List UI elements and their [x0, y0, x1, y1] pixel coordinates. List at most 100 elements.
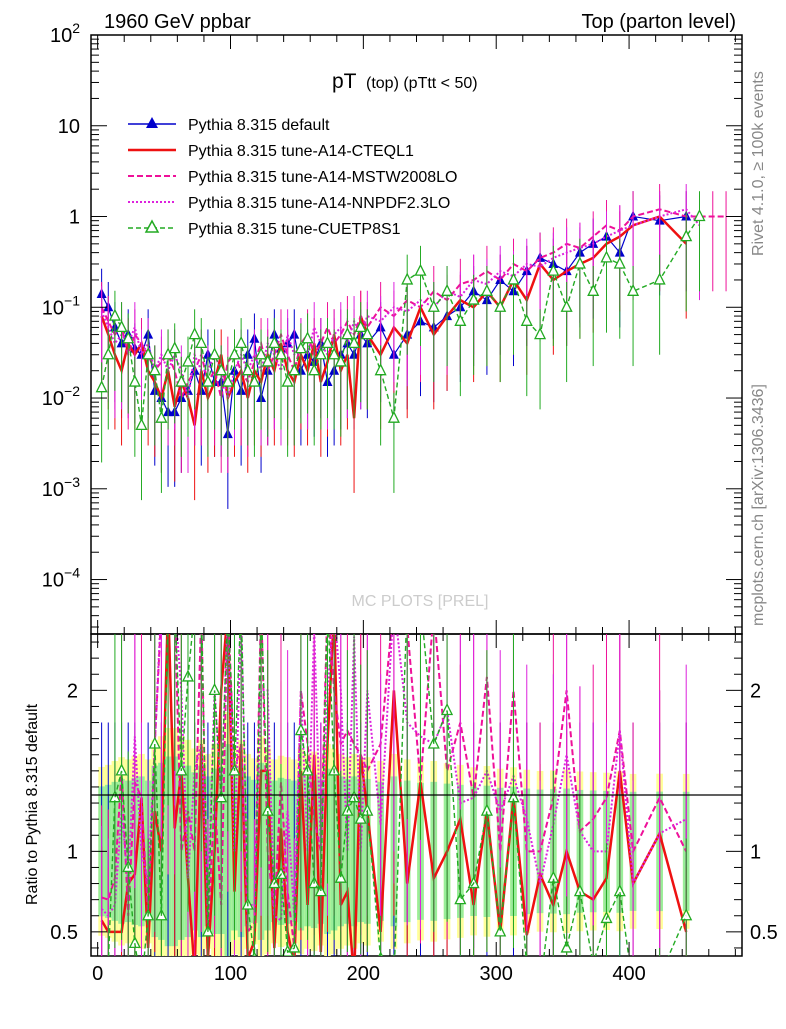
point-cuetp8s1 [195, 335, 208, 349]
legend-entry-cteql1: Pythia 8.315 tune-A14-CTEQL1 [128, 143, 414, 160]
point-cuetp8s1 [427, 299, 440, 312]
point-cuetp8s1 [547, 263, 560, 276]
ratio-point-cuetp8s1 [680, 908, 693, 921]
legend: Pythia 8.315 default Pythia 8.315 tune-A… [128, 117, 457, 238]
plot-title-sub: (top) (pTtt < 50) [366, 75, 478, 92]
point-cuetp8s1 [135, 417, 148, 431]
legend-entry-nnpdf: Pythia 8.315 tune-A14-NNPDF2.3LO [128, 195, 450, 212]
point-cuetp8s1 [334, 354, 347, 367]
point-cuetp8s1 [480, 283, 493, 296]
point-cuetp8s1 [467, 292, 480, 305]
series-line-cuetp8s1 [100, 216, 701, 426]
ratio-point-cuetp8s1 [196, 596, 206, 606]
ratio-point-cuetp8s1 [256, 596, 266, 606]
header-left: 1960 GeV ppbar [104, 11, 251, 33]
point-cuetp8s1 [201, 374, 214, 387]
ratio-point-cuetp8s1 [334, 870, 347, 883]
point-cuetp8s1 [627, 283, 640, 296]
point-cuetp8s1 [328, 347, 341, 360]
point-cuetp8s1 [387, 410, 400, 423]
ratio-y-tick-label: 2 [67, 680, 78, 702]
point-cuetp8s1 [348, 335, 361, 349]
legend-entry-mstw: Pythia 8.315 tune-A14-MSTW2008LO [128, 169, 457, 186]
point-cuetp8s1 [162, 347, 175, 360]
point-cuetp8s1 [155, 410, 168, 423]
point-cuetp8s1 [693, 209, 706, 222]
point-cuetp8s1 [294, 341, 307, 354]
point-cuetp8s1 [215, 363, 228, 376]
point-cuetp8s1 [122, 331, 135, 344]
point-cuetp8s1 [534, 327, 547, 340]
point-cuetp8s1 [361, 327, 374, 340]
watermark: MC PLOTS [PREL] [352, 593, 489, 610]
point-cuetp8s1 [321, 335, 334, 349]
point-cuetp8s1 [653, 272, 666, 285]
ratio-point-cuetp8s1 [389, 974, 399, 984]
header-right: Top (parton level) [581, 11, 736, 33]
point-cuetp8s1 [115, 319, 128, 333]
ratio-y-tick-label-right: 2 [750, 680, 761, 702]
legend-label-cteql1: Pythia 8.315 tune-A14-CTEQL1 [188, 143, 414, 160]
x-tick-label: 300 [480, 963, 513, 985]
point-cuetp8s1 [301, 331, 314, 344]
point-cuetp8s1 [613, 256, 626, 269]
ratio-y-tick-label: 1 [67, 841, 78, 863]
legend-label-cuetp8s1: Pythia 8.315 tune-CUETP8S1 [188, 221, 401, 238]
point-cuetp8s1 [573, 256, 586, 269]
y-tick-label: 10 [58, 116, 80, 138]
legend-entry-cuetp8s1: Pythia 8.315 tune-CUETP8S1 [128, 219, 401, 238]
point-cuetp8s1 [374, 363, 387, 376]
point-cuetp8s1 [102, 347, 115, 360]
ratio-point-cuetp8s1 [136, 980, 146, 990]
ratio-point-cuetp8s1 [454, 892, 467, 905]
mcplots-label: mcplots.cern.ch [arXiv:1306.3436] [750, 384, 767, 626]
ratio-point-cuetp8s1 [103, 958, 113, 968]
point-cuetp8s1 [108, 308, 121, 321]
ratio-point-cuetp8s1 [522, 961, 532, 971]
point-cuetp8s1 [148, 363, 161, 376]
point-cuetp8s1 [142, 347, 155, 360]
y-tick-label: 10−2 [42, 383, 80, 410]
point-cuetp8s1 [308, 363, 321, 376]
point-cuetp8s1 [354, 319, 367, 333]
ratio-point-cuetp8s1 [208, 682, 221, 695]
x-tick-label: 0 [92, 963, 103, 985]
ratio-point-cuetp8s1 [170, 596, 180, 606]
point-cuetp8s1 [560, 299, 573, 312]
point-cuetp8s1 [235, 335, 248, 349]
point-cuetp8s1 [680, 229, 693, 242]
ratio-point-cuetp8s1 [560, 940, 573, 953]
point-cuetp8s1 [281, 374, 294, 387]
ratio-ylabel: Ratio to Pythia 8.315 default [24, 703, 41, 905]
watermark-layer: MC PLOTS [PREL] [352, 593, 489, 610]
ratio-y-tick-label-right: 0.5 [750, 922, 778, 944]
ratio-point-cuetp8s1 [354, 811, 367, 824]
point-cuetp8s1 [268, 335, 281, 349]
ratio-point-cuetp8s1 [535, 982, 545, 992]
x-tick-label: 100 [214, 963, 247, 985]
point-cuetp8s1 [600, 250, 613, 263]
legend-label-nnpdf: Pythia 8.315 tune-A14-NNPDF2.3LO [188, 195, 450, 212]
point-cuetp8s1 [248, 374, 261, 387]
ratio-point-cuetp8s1 [163, 596, 173, 606]
point-cuetp8s1 [507, 272, 520, 285]
y-tick-label: 102 [50, 20, 80, 47]
point-cuetp8s1 [414, 263, 427, 276]
point-cuetp8s1 [255, 347, 268, 360]
point-cuetp8s1 [520, 313, 533, 326]
legend-label-default: Pythia 8.315 default [188, 117, 330, 134]
point-cuetp8s1 [261, 354, 274, 367]
x-tick-label: 400 [612, 963, 645, 985]
ratio-point-cuetp8s1 [322, 596, 332, 606]
point-cuetp8s1 [441, 283, 454, 296]
plot-title: pT [332, 70, 357, 93]
ratio-point-cuetp8s1 [655, 971, 665, 981]
point-cuetp8s1 [241, 363, 254, 376]
point-cuetp8s1 [181, 354, 195, 367]
point-cuetp8s1 [208, 347, 221, 360]
ratio-point-cuetp8s1 [588, 958, 598, 968]
point-cuetp8s1 [175, 374, 188, 387]
x-tick-label: 200 [347, 963, 380, 985]
